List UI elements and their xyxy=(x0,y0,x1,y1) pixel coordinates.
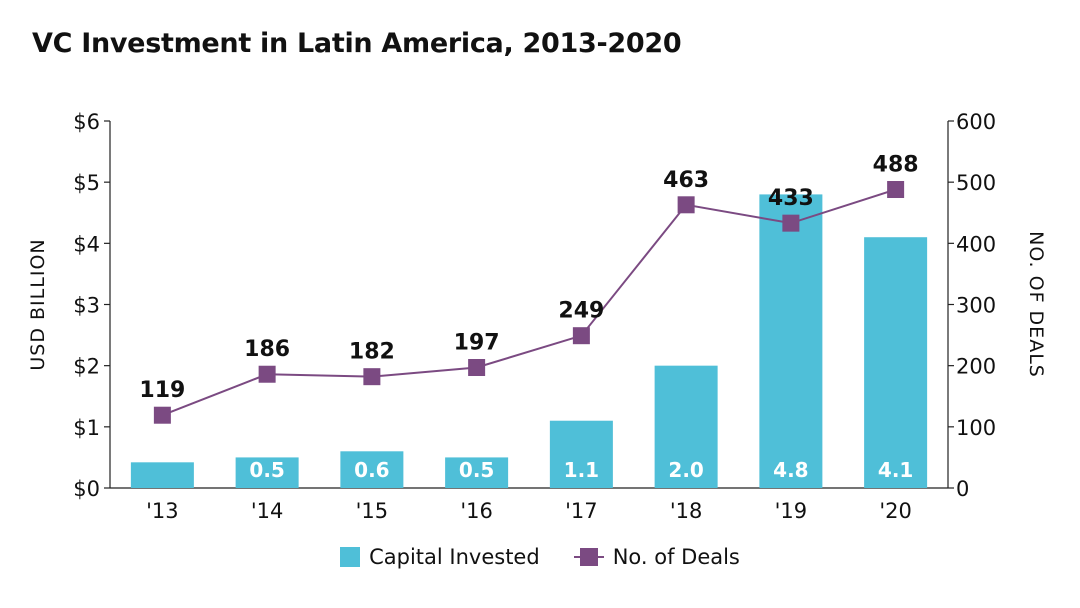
chart-title: VC Investment in Latin America, 2013-202… xyxy=(32,28,682,59)
x-tick-label: '13 xyxy=(146,499,179,523)
y-axis-left-title: USD BILLION xyxy=(27,238,49,370)
capital-bar-label: 0.6 xyxy=(354,458,389,482)
capital-bar-label: 1.1 xyxy=(564,458,599,482)
deals-marker xyxy=(887,181,905,199)
y-left-tick-label: $3 xyxy=(73,294,100,318)
deals-label: 249 xyxy=(558,299,604,324)
x-tick-label: '14 xyxy=(251,499,284,523)
deals-marker xyxy=(468,359,486,377)
y-left-tick-label: $1 xyxy=(73,416,100,440)
x-tick-label: '16 xyxy=(460,499,493,523)
y-left-tick-label: $6 xyxy=(73,110,100,134)
deals-label: 119 xyxy=(139,378,185,403)
legend-item-deals[interactable]: No. of Deals xyxy=(573,545,740,569)
deals-marker xyxy=(258,365,276,383)
capital-bar xyxy=(759,194,823,488)
capital-bar xyxy=(549,420,613,488)
legend-item-capital[interactable]: Capital Invested xyxy=(340,545,540,569)
deals-marker xyxy=(363,368,381,386)
capital-bar-label: 2.0 xyxy=(668,458,703,482)
legend-swatch-deals xyxy=(573,547,604,567)
y-right-tick-label: 200 xyxy=(956,355,996,379)
capital-bar xyxy=(130,462,194,488)
capital-bar xyxy=(340,451,404,488)
deals-line xyxy=(153,181,905,424)
capital-bar-label: 4.1 xyxy=(878,458,913,482)
x-tick-label: '15 xyxy=(356,499,389,523)
capital-bar-label: 4.8 xyxy=(773,458,808,482)
deals-label: 488 xyxy=(873,153,919,178)
legend-label-deals: No. of Deals xyxy=(612,545,740,569)
capital-bar xyxy=(235,457,299,488)
y-right-tick-label: 0 xyxy=(956,477,969,501)
capital-bar xyxy=(864,237,928,488)
y-right-tick-label: 300 xyxy=(956,294,996,318)
deals-label: 433 xyxy=(768,186,814,211)
legend: Capital Invested No. of Deals xyxy=(0,545,1080,569)
deals-label: 197 xyxy=(454,331,500,356)
legend-label-capital: Capital Invested xyxy=(369,545,540,569)
y-left-tick-label: $2 xyxy=(73,355,100,379)
legend-swatch-capital xyxy=(340,547,361,567)
deals-marker xyxy=(782,214,800,232)
capital-bars xyxy=(130,194,928,488)
deals-label: 182 xyxy=(349,340,395,365)
deals-marker xyxy=(153,406,171,424)
y-right-tick-label: 100 xyxy=(956,416,996,440)
x-tick-label: '17 xyxy=(565,499,598,523)
y-left-tick-label: $5 xyxy=(73,171,100,195)
y-right-tick-label: 400 xyxy=(956,232,996,256)
capital-bar xyxy=(445,457,509,488)
capital-bar xyxy=(654,365,718,488)
y-axis-right-title: NO. OF DEALS xyxy=(1025,231,1047,378)
deals-label: 463 xyxy=(663,168,709,193)
deals-label: 186 xyxy=(244,337,290,362)
y-left-tick-label: $0 xyxy=(73,477,100,501)
x-tick-label: '20 xyxy=(879,499,912,523)
y-right-tick-label: 600 xyxy=(956,110,996,134)
deals-marker xyxy=(572,327,590,345)
deals-polyline xyxy=(162,188,896,417)
capital-bar-label: 0.5 xyxy=(459,458,494,482)
deals-marker xyxy=(677,196,695,214)
x-tick-label: '19 xyxy=(775,499,808,523)
capital-bar-label: 0.5 xyxy=(249,458,284,482)
data-labels: 0.5 0.6 0.5 1.1 2.0 4.8 4.1 119 186 182 197 249 463 4… xyxy=(139,153,918,482)
y-left-tick-label: $4 xyxy=(73,232,100,256)
x-tick-label: '18 xyxy=(670,499,703,523)
y-right-tick-label: 500 xyxy=(956,171,996,195)
